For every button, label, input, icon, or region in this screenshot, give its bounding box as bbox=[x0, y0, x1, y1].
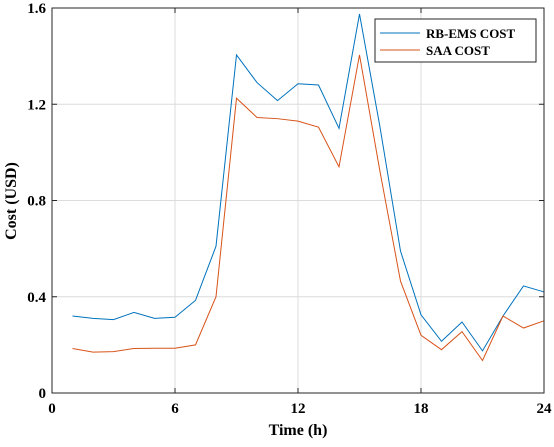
y-tick-label: 1.2 bbox=[27, 97, 46, 113]
x-tick-label: 24 bbox=[537, 401, 553, 417]
x-axis-title: Time (h) bbox=[269, 422, 328, 439]
y-tick-label: 0.4 bbox=[27, 290, 46, 306]
x-tick-label: 18 bbox=[414, 401, 429, 417]
legend-box bbox=[374, 18, 537, 63]
grid-lines bbox=[52, 8, 544, 393]
y-tick-label: 1.6 bbox=[27, 1, 46, 17]
tick-labels: 0 6 12 18 24 0 0.4 0.8 1.2 1.6 bbox=[27, 1, 552, 417]
x-tick-label: 6 bbox=[171, 401, 179, 417]
series-line-rb-ems bbox=[72, 13, 545, 352]
series-line-saa bbox=[72, 54, 545, 362]
y-tick-label: 0 bbox=[39, 386, 47, 402]
y-axis-title: Cost (USD) bbox=[3, 162, 20, 240]
y-tick-label: 0.8 bbox=[27, 194, 46, 210]
x-tick-label: 12 bbox=[291, 401, 306, 417]
legend: RB-EMS COST SAA COST bbox=[374, 18, 537, 63]
series-lines bbox=[72, 13, 545, 362]
legend-label-rb-ems: RB-EMS COST bbox=[426, 26, 516, 41]
x-tick-label: 0 bbox=[48, 401, 56, 417]
legend-label-saa: SAA COST bbox=[426, 43, 490, 58]
